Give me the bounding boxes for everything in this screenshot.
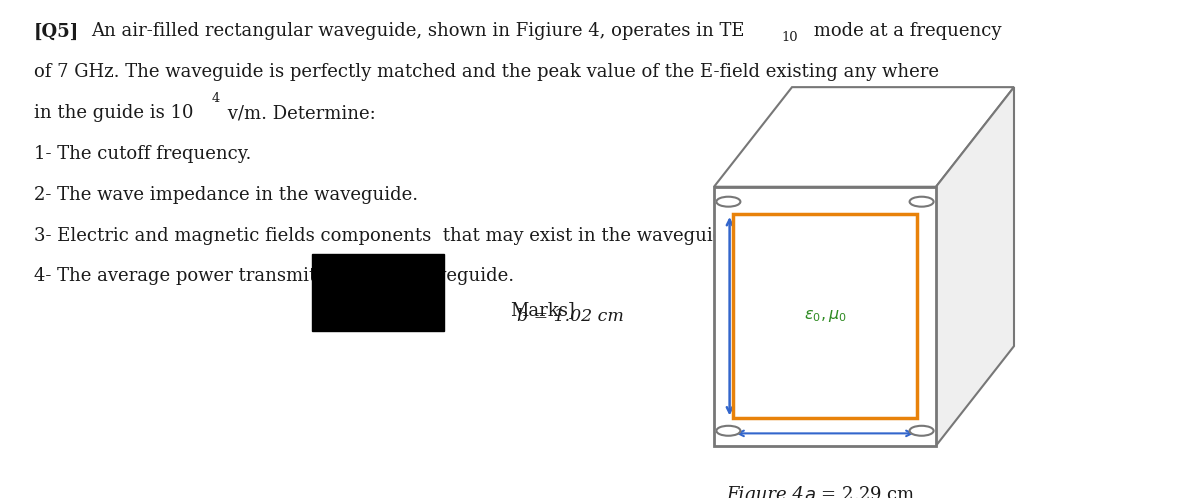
Text: 4- The average power transmitted in the waveguide.: 4- The average power transmitted in the …: [34, 267, 514, 285]
Text: $a$ = 2.29 cm: $a$ = 2.29 cm: [804, 486, 916, 498]
Bar: [733, 214, 917, 418]
Text: Marks]: Marks]: [510, 301, 575, 319]
Text: $\varepsilon_0, \mu_0$: $\varepsilon_0, \mu_0$: [804, 308, 846, 324]
Circle shape: [910, 197, 934, 207]
Text: 10: 10: [782, 31, 798, 44]
Text: 2- The wave impedance in the waveguide.: 2- The wave impedance in the waveguide.: [34, 186, 418, 204]
Text: Figure 4: Figure 4: [726, 486, 804, 498]
Text: An air-filled rectangular waveguide, shown in Figiure 4, operates in TE: An air-filled rectangular waveguide, sho…: [91, 22, 745, 40]
Text: a = 2.29cm: a = 2.29cm: [788, 405, 862, 418]
Text: v/m. Determine:: v/m. Determine:: [222, 104, 376, 122]
Bar: [312, 253, 444, 331]
Text: [Q5]: [Q5]: [34, 22, 79, 40]
Circle shape: [910, 426, 934, 436]
Text: mode at a frequency: mode at a frequency: [809, 22, 1002, 40]
Circle shape: [716, 426, 740, 436]
Text: b = 1.02 cm: b = 1.02 cm: [517, 308, 624, 325]
Polygon shape: [714, 87, 1014, 187]
Polygon shape: [936, 87, 1014, 446]
Text: 1- The cutoff frequency.: 1- The cutoff frequency.: [34, 145, 251, 163]
Text: of 7 GHz. The waveguide is perfectly matched and the peak value of the E-field e: of 7 GHz. The waveguide is perfectly mat…: [34, 63, 938, 81]
Circle shape: [716, 197, 740, 207]
Text: 4: 4: [211, 92, 220, 105]
Text: in the guide is 10: in the guide is 10: [34, 104, 193, 122]
Bar: [714, 187, 936, 446]
Text: 3- Electric and magnetic fields components  that may exist in the waveguide for : 3- Electric and magnetic fields componen…: [34, 227, 919, 245]
